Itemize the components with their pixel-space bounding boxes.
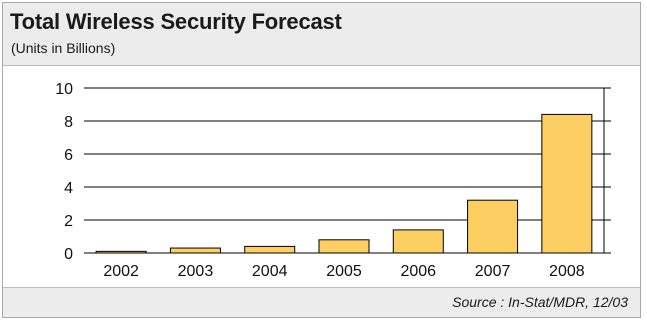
bar-2002 [95, 250, 147, 254]
x-tick-label: 2008 [549, 263, 585, 280]
bar-2008 [541, 113, 593, 254]
y-tick-label: 0 [64, 246, 73, 263]
bar-2004 [244, 245, 296, 254]
x-tick-label: 2007 [475, 263, 511, 280]
bar-2005 [318, 239, 370, 254]
y-tick-label: 2 [64, 213, 73, 230]
x-tick-label: 2004 [252, 263, 288, 280]
x-tick-label: 2003 [178, 263, 214, 280]
bar-2006 [392, 229, 444, 254]
bar-2007 [467, 199, 519, 254]
chart-footer: Source : In-Stat/MDR, 12/03 [3, 287, 640, 317]
chart-subtitle: (Units in Billions) [11, 40, 116, 56]
y-tick-label: 10 [55, 81, 73, 98]
chart-panel: Total Wireless Security Forecast (Units … [2, 2, 641, 318]
x-tick-label: 2005 [326, 263, 362, 280]
x-tick-label: 2006 [400, 263, 436, 280]
chart-header: Total Wireless Security Forecast (Units … [3, 3, 640, 66]
x-tick-label: 2002 [103, 263, 139, 280]
source-note: Source : In-Stat/MDR, 12/03 [452, 294, 628, 310]
y-tick-label: 6 [64, 147, 73, 164]
y-tick-label: 4 [64, 180, 73, 197]
chart-title: Total Wireless Security Forecast [10, 9, 342, 34]
bar-chart: 0 2 4 6 8 10 2002 2003 2004 2005 2006 2007 2008 [55, 81, 611, 280]
y-tick-label: 8 [64, 114, 73, 131]
bar-2003 [169, 247, 221, 254]
